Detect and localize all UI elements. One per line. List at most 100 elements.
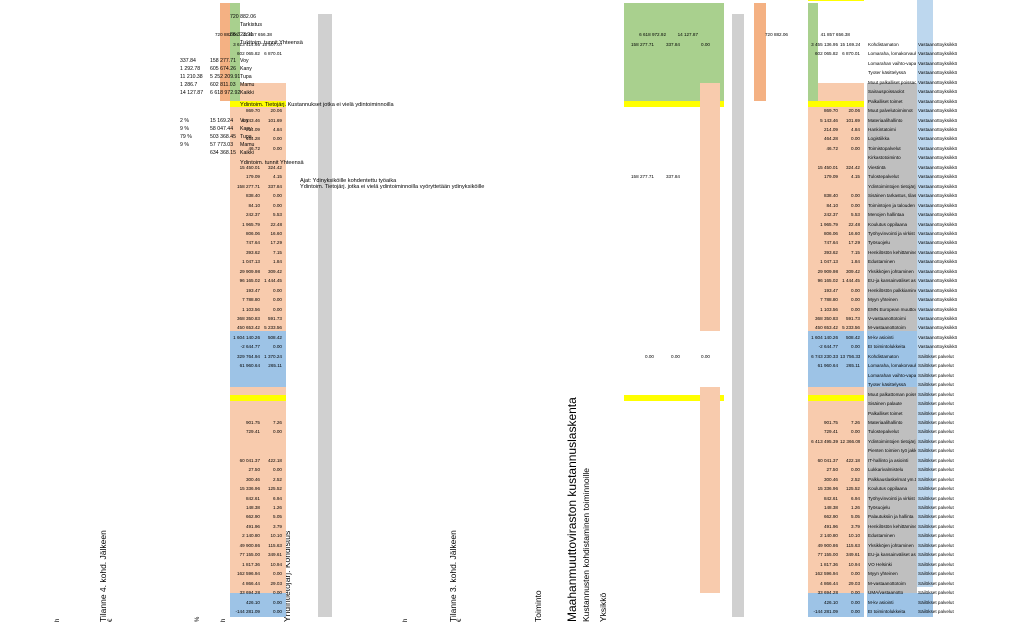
row-toiminto: M-kv asiointi [868,334,894,340]
row-t4-h: 0.00 [273,590,282,596]
row-t3-h: 0.00 [851,429,860,435]
row-t4-eur: 901.75 [245,420,260,425]
row-toiminto: Muut palvelutoiminnot [868,108,913,114]
row-t4-h: 29.03 [270,580,283,586]
row-t4-h: 0.00 [273,599,282,605]
row-yksikko: Säilökset palvelut [918,448,954,454]
row-t3-h: 349.61 [845,552,860,558]
row-t4-eur: 464.28 [245,136,260,142]
row-yksikko: Vastaanottoyksikkö [918,231,958,236]
row-t3-eur: 1 965.79 [820,221,838,227]
row-yksikko: Säilökset palvelut [918,438,954,444]
row-t4-eur: 2 140.80 [242,533,260,539]
row-t3-h: 0.00 [851,344,860,350]
row-toiminto: Hankintatoimi [868,127,896,133]
row-toiminto: Tulostepalvelut [868,174,899,180]
row-yksikko: Säilökset palvelut [918,552,954,558]
row-t3-eur: 393.62 [823,249,838,255]
row-t3-h: 20.06 [848,108,861,114]
row-t3-eur: 368 350.83 [815,316,838,322]
row-t4-eur: 838.40 [245,193,260,199]
row-yksikko: Säilökset palvelut [918,542,954,548]
row-t3-h: 5.53 [851,212,860,218]
row-yksikko: Vastaanottoyksikkö [918,98,958,104]
row-yksikko: Vastaanottoyksikkö [918,325,958,331]
row-yksikko: Vastaanottoyksikkö [918,316,958,322]
row-t3-h: 4.84 [851,127,860,133]
row-t3-eur: -2 644.77 [818,344,838,350]
row-toiminto: Työhyvinvointi ja virkist [868,231,915,236]
row-t3-h: 3.79 [851,523,860,529]
row-t4-h: 15 507.07 [262,42,282,47]
row-t4-h: 16.60 [270,231,283,236]
row-yksikko: Säilökset palvelut [918,609,954,614]
row-t3-eur: 60 041.37 [817,457,838,463]
row-t3-eur: 162 596.94 [815,571,838,577]
row-toiminto: Myyn yhteinen [868,297,898,303]
row-t4-eur: 49 900.86 [239,542,260,548]
row-toiminto: EI toimintolukkeita [868,344,906,350]
row-t3-eur: 1 103.56 [820,306,838,312]
row-toiminto: Muut palkalliset poissaolot [868,79,916,85]
row-t4-h: 0.00 [273,609,282,614]
row-t4-eur: 729.41 [245,429,260,435]
row-t3-h: 7.15 [851,249,860,255]
row-t4-h: 337.84 [267,183,282,189]
row-t4-h: 0.00 [273,571,282,577]
row-t4-h: 324.42 [267,164,282,170]
row-toiminto: Muut palkattoman poissaolo [868,391,916,397]
row-t3-h: 0.00 [851,297,860,303]
row-t3-h: 7.26 [851,420,860,425]
row-t3-eur: 148.38 [823,505,838,511]
row-toiminto: Lukkarivalmistelu [868,467,904,473]
row-t3-h: 1.84 [851,259,860,265]
row-t4-h: 349.61 [267,552,282,558]
row-yksikko: Säilökset palvelut [918,410,954,416]
row-toiminto: M-vastaanottotoim [868,580,906,586]
row-t4-eur: 33 694.28 [239,590,260,596]
row-t4-h: 5.53 [273,212,282,218]
row-yksikko: Säilökset palvelut [918,476,954,482]
row-t4-h: 422.18 [267,457,282,463]
row-t3-h: 4.15 [851,174,860,180]
row-yksikko: Säilökset palvelut [918,353,954,359]
row-toiminto: Tyoter käsittelyssä [868,70,906,76]
row-t4-h: 508.42 [267,334,282,340]
row-t3-h: 0.00 [851,590,860,596]
yt-yellow-pct: 0.00 [701,353,710,359]
row-t4-eur: 242.37 [245,212,260,218]
row-t4-eur: 300.46 [245,476,260,482]
row-yksikko: Vastaanottoyksikkö [918,117,958,123]
row-t4-eur: -2 644.77 [240,344,260,350]
row-t3-h: 2.52 [851,476,860,482]
row-t3-eur: 84.10 [826,202,839,208]
row-t3-h: 0.00 [851,599,860,605]
row-t4-h: 0.00 [273,429,282,435]
row-t4-h: 7.15 [273,249,282,255]
row-toiminto: Koulutus oppilaana [868,221,908,227]
row-t4-eur: 3 613 414.66 [233,42,260,47]
row-toiminto: M-kv asiointi [868,599,894,605]
row-t3-h: 6.94 [851,495,860,501]
row-t4-h: 7.26 [273,420,282,425]
row-t4-h: 5.05 [273,514,282,520]
row-t3-eur: 450 653.42 [815,325,838,331]
row-t3-eur: 61 960.64 [817,363,838,369]
row-yksikko: Vastaanottoyksikkö [918,334,958,340]
row-t3-eur: 6 743 230.33 [811,353,838,359]
row-toiminto: Kirkastotoiminto [868,155,901,161]
yt-total-h: 14 127.87 [677,32,698,37]
row-t4-h: 3.79 [273,523,282,529]
row-t4-h: 0.00 [273,467,282,473]
row-t3-h: 0.00 [851,571,860,577]
row-t3-eur: 4 866.44 [820,580,838,586]
yt-yellow2-h: 337.84 [665,42,680,47]
row-t3-h: 6 870.01 [842,51,860,57]
row-t3-eur: 806.06 [823,231,838,236]
row-t3-h: 0.00 [851,609,860,614]
row-t4-eur: 806.06 [245,231,260,236]
row-t3-eur: 6 413 495.39 [811,438,838,444]
row-toiminto: EMN European muuttoverk [868,306,916,312]
row-t4-h: 1.84 [273,259,282,265]
